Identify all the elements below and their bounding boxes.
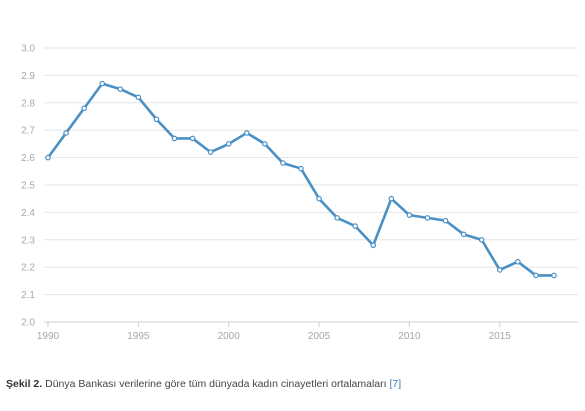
data-point[interactable]: [388, 195, 395, 202]
series-line: [46, 82, 556, 277]
x-tick-label: 1995: [127, 331, 150, 342]
data-point[interactable]: [99, 80, 106, 87]
data-point[interactable]: [207, 149, 214, 155]
y-tick-label: 2.7: [21, 126, 35, 137]
y-tick-label: 2.9: [21, 71, 35, 82]
caption-reference-link[interactable]: [7]: [389, 378, 402, 390]
data-point[interactable]: [262, 141, 268, 147]
caption-label: Şekil 2.: [6, 378, 43, 390]
line-chart: 3.02.92.82.72.62.52.42.32.22.12.0 1990 19…: [21, 44, 578, 342]
data-point[interactable]: [135, 94, 142, 101]
data-point[interactable]: [280, 160, 286, 166]
data-point[interactable]: [551, 272, 557, 279]
data-point[interactable]: [424, 215, 431, 221]
data-point[interactable]: [63, 130, 69, 136]
figure-caption: Şekil 2. Dünya Bankası verilerine göre t…: [6, 378, 401, 390]
data-point[interactable]: [478, 237, 485, 243]
data-point[interactable]: [352, 223, 358, 229]
data-point[interactable]: [298, 165, 304, 172]
data-point[interactable]: [316, 195, 322, 202]
data-point[interactable]: [45, 154, 51, 161]
x-axis: [44, 321, 578, 327]
caption-text: Dünya Bankası verilerine göre tüm dünyad…: [42, 378, 390, 390]
x-tick-label: 1990: [37, 331, 60, 342]
data-point[interactable]: [117, 86, 124, 92]
x-axis-tick-labels: 1990 1995 2000 2005 2010 2015: [37, 331, 511, 342]
x-tick-label: 2005: [308, 331, 331, 342]
x-tick-label: 2010: [398, 331, 421, 342]
y-tick-label: 3.0: [21, 44, 35, 55]
y-tick-label: 2.6: [21, 153, 35, 164]
data-point[interactable]: [243, 130, 250, 136]
data-point[interactable]: [496, 267, 503, 273]
data-point[interactable]: [515, 258, 521, 265]
data-point[interactable]: [533, 272, 539, 279]
y-tick-label: 2.3: [21, 235, 35, 246]
data-point[interactable]: [81, 105, 87, 112]
y-tick-label: 2.1: [21, 290, 35, 301]
x-tick-label: 2000: [218, 331, 241, 342]
data-point[interactable]: [334, 215, 340, 221]
y-tick-label: 2.5: [21, 181, 35, 192]
data-point[interactable]: [189, 135, 196, 142]
y-tick-label: 2.2: [21, 263, 35, 274]
y-tick-label: 2.8: [21, 98, 35, 109]
data-point[interactable]: [460, 231, 467, 238]
data-point[interactable]: [406, 212, 413, 218]
x-tick-label: 2015: [489, 331, 512, 342]
y-tick-label: 2.4: [21, 208, 35, 219]
data-point[interactable]: [442, 217, 449, 224]
series-layer: [45, 80, 557, 279]
y-tick-label: 2.0: [21, 318, 35, 329]
grid-lines: [44, 47, 578, 296]
data-point[interactable]: [225, 141, 232, 147]
data-point[interactable]: [153, 116, 160, 123]
y-axis-tick-labels: 3.0 2.9 2.8 2.7 2.6 2.5 2.4 2.3 2.2 2.1 2.0: [21, 44, 35, 329]
data-point[interactable]: [370, 242, 377, 249]
data-point[interactable]: [171, 135, 178, 142]
